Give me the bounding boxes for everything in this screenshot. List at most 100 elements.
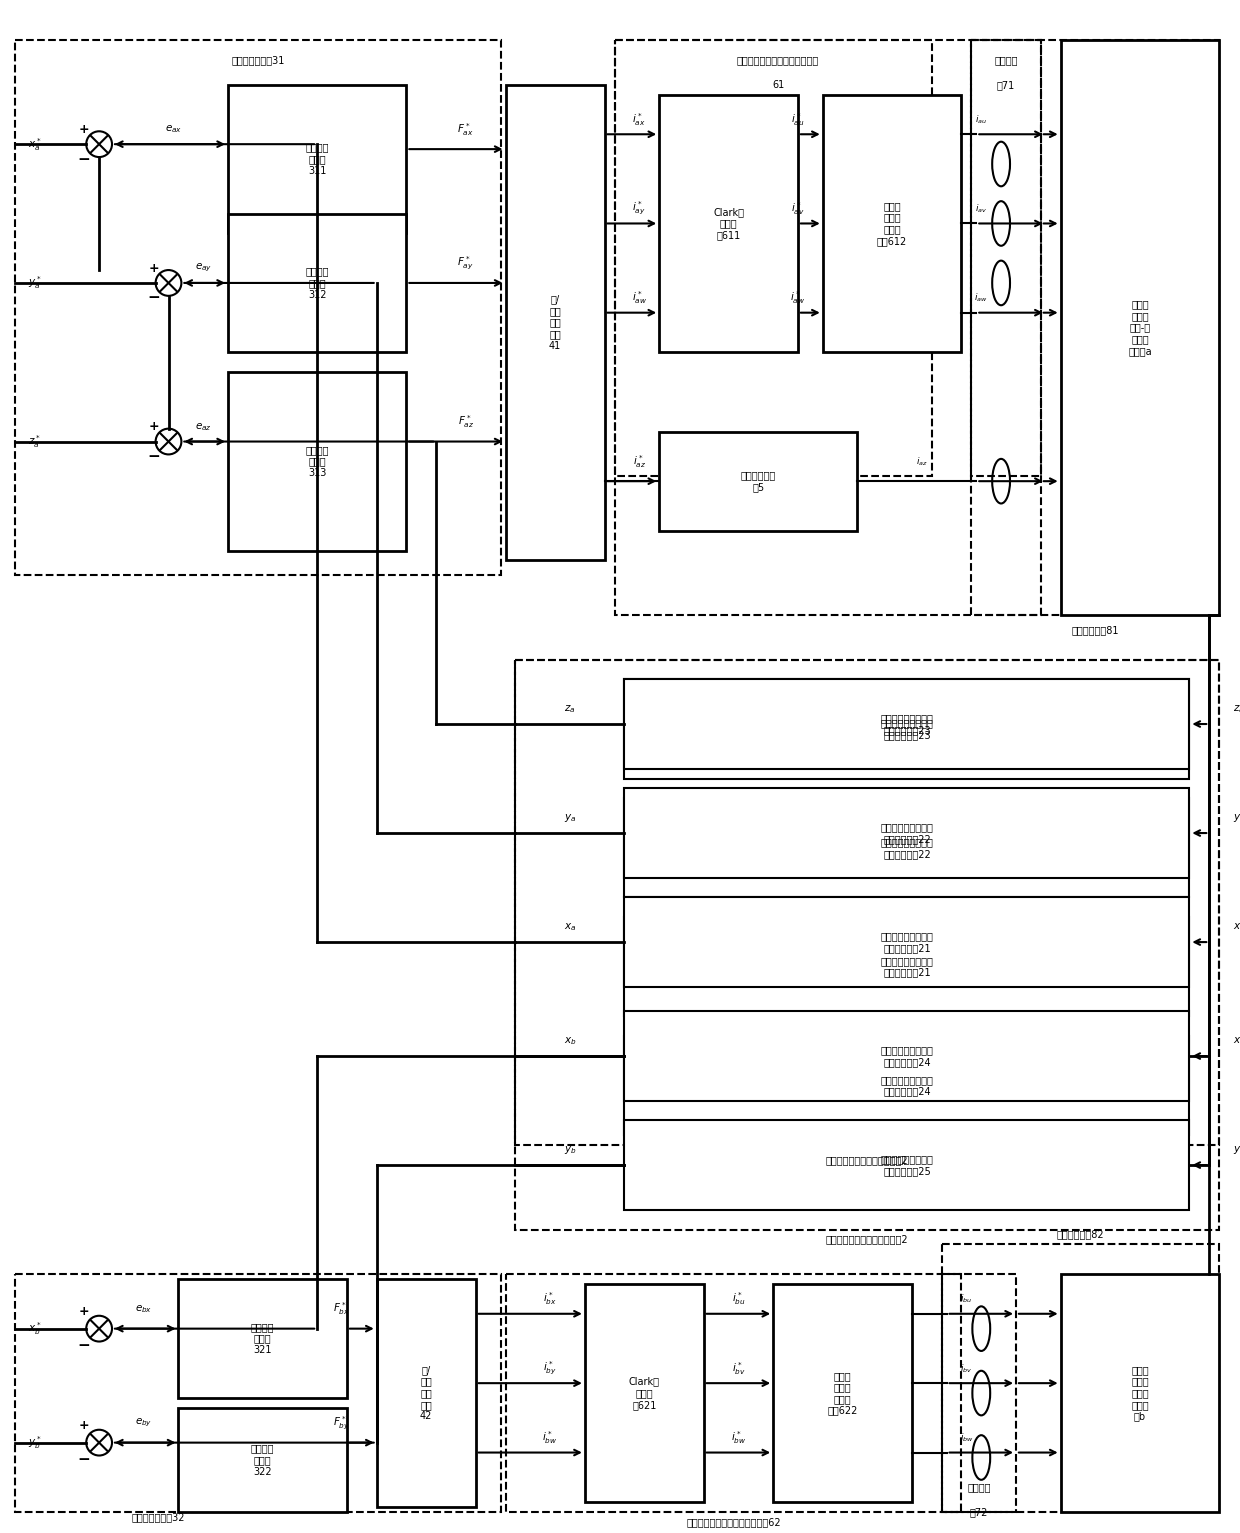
Text: 轴向位置
控制器
313: 轴向位置 控制器 313 (305, 445, 329, 478)
Text: 模糊支持向量机径向
位移预测模块22: 模糊支持向量机径向 位移预测模块22 (880, 822, 934, 843)
Text: 器71: 器71 (997, 80, 1016, 90)
Text: 力/
电流
变换
模块
42: 力/ 电流 变换 模块 42 (420, 1364, 433, 1421)
Text: $y_b^*$: $y_b^*$ (27, 1435, 42, 1452)
Text: $F_{az}^*$: $F_{az}^*$ (458, 414, 474, 431)
Text: 模糊支持向量机轴向
位移预测模块23: 模糊支持向量机轴向 位移预测模块23 (880, 717, 934, 740)
Text: $i_{bv}$: $i_{bv}$ (960, 1361, 972, 1375)
Text: $x_a$: $x_a$ (1233, 921, 1240, 934)
Bar (377, 1279, 476, 1507)
Text: 扩展的电流滞环三相功率逆变器: 扩展的电流滞环三相功率逆变器 (737, 55, 820, 64)
Text: −: − (148, 290, 160, 305)
Bar (506, 84, 605, 561)
Bar (660, 432, 857, 530)
Bar (625, 799, 1189, 897)
Text: $i_{aw}^*$: $i_{aw}^*$ (631, 290, 647, 307)
Bar (179, 1407, 347, 1512)
Text: 力/
电流
变换
模块
41: 力/ 电流 变换 模块 41 (549, 294, 562, 351)
Text: $i_{bw}$: $i_{bw}$ (960, 1432, 973, 1444)
Text: $F_{ay}^*$: $F_{ay}^*$ (458, 254, 474, 271)
Text: +: + (149, 262, 159, 274)
Bar (15, 40, 501, 575)
Bar (506, 1274, 961, 1512)
Bar (625, 1036, 1189, 1136)
Bar (625, 679, 1189, 779)
Text: $i_{aw}$: $i_{aw}$ (975, 291, 988, 304)
Text: $i_{ay}^*$: $i_{ay}^*$ (632, 199, 646, 218)
Text: $e_{by}$: $e_{by}$ (135, 1416, 153, 1429)
Text: $x_b^*$: $x_b^*$ (27, 1320, 42, 1337)
Text: $i_{bu}$: $i_{bu}$ (960, 1292, 972, 1305)
Bar (615, 40, 931, 477)
Text: 模糊支持向量机径向
位移预测模块24: 模糊支持向量机径向 位移预测模块24 (880, 1046, 934, 1067)
Text: +: + (79, 1305, 89, 1318)
Text: $i_{az}^*$: $i_{az}^*$ (632, 452, 646, 469)
Text: $i_{by}^*$: $i_{by}^*$ (543, 1360, 557, 1377)
Text: $x_a^*$: $x_a^*$ (27, 136, 42, 153)
Text: 模糊支持向量机径向
位移预测模块24: 模糊支持向量机径向 位移预测模块24 (880, 1075, 934, 1096)
Bar (822, 95, 961, 353)
Text: 电流滞
环三相
功率逆
变器612: 电流滞 环三相 功率逆 变器612 (877, 201, 908, 245)
Bar (228, 213, 407, 353)
Text: 模糊支持向量机径向
位移预测模块25: 模糊支持向量机径向 位移预测模块25 (880, 1154, 934, 1176)
Text: $y_a$: $y_a$ (1233, 812, 1240, 825)
Text: 径向位置
控制器
312: 径向位置 控制器 312 (305, 267, 329, 299)
Text: $e_{az}$: $e_{az}$ (195, 420, 212, 432)
Bar (971, 40, 1219, 615)
Bar (615, 40, 1040, 615)
Bar (228, 373, 407, 550)
Text: 模糊支持向量机径向
位移预测模块22: 模糊支持向量机径向 位移预测模块22 (880, 837, 934, 858)
Text: 模糊支持向量机位移预测模块2: 模糊支持向量机位移预测模块2 (826, 1156, 909, 1165)
Text: 61: 61 (773, 80, 784, 90)
Text: $i_{au}$: $i_{au}$ (975, 113, 987, 126)
Bar (625, 1121, 1189, 1210)
Text: $i_{ax}^*$: $i_{ax}^*$ (632, 110, 646, 127)
Text: 电流滞
环三相
功率逆
变器622: 电流滞 环三相 功率逆 变器622 (827, 1371, 858, 1415)
Text: −: − (78, 1338, 91, 1354)
Bar (15, 1274, 501, 1512)
Text: 径向位置
控制器
321: 径向位置 控制器 321 (250, 1321, 274, 1355)
Text: 三自由
度六极
径向-轴
向混合
磁轴承a: 三自由 度六极 径向-轴 向混合 磁轴承a (1128, 299, 1152, 356)
Text: 径向位置
控制器
311: 径向位置 控制器 311 (305, 143, 329, 176)
Text: +: + (149, 420, 159, 434)
Bar (1060, 40, 1219, 615)
Text: 开关功率放大
器5: 开关功率放大 器5 (740, 471, 776, 492)
Text: 器72: 器72 (970, 1507, 988, 1518)
Text: $y_b$: $y_b$ (564, 1144, 577, 1156)
Text: $y_b$: $y_b$ (1233, 1144, 1240, 1156)
Bar (625, 788, 1189, 878)
Text: 复合被控对象81: 复合被控对象81 (1071, 625, 1118, 635)
Text: $F_{by}^*$: $F_{by}^*$ (334, 1413, 351, 1432)
Text: $F_{bx}^*$: $F_{bx}^*$ (334, 1300, 351, 1317)
Text: $e_{ax}$: $e_{ax}$ (165, 124, 182, 135)
Text: $i_{au}^*$: $i_{au}^*$ (791, 110, 805, 127)
Bar (625, 897, 1189, 987)
Bar (773, 1285, 911, 1502)
Text: 电流传感: 电流传感 (967, 1482, 991, 1492)
Text: 模糊支持向量机径向
位移预测模块21: 模糊支持向量机径向 位移预测模块21 (880, 931, 934, 954)
Bar (516, 659, 1219, 1229)
Text: $z_a^*$: $z_a^*$ (29, 434, 41, 449)
Text: $i_{av}$: $i_{av}$ (975, 202, 987, 215)
Bar (585, 1285, 704, 1502)
Text: $i_{bu}^*$: $i_{bu}^*$ (732, 1291, 745, 1308)
Text: +: + (79, 123, 89, 136)
Bar (625, 917, 1189, 1016)
Text: 模糊支持向量机轴向
位移预测模块23: 模糊支持向量机轴向 位移预测模块23 (880, 713, 934, 734)
Bar (179, 1279, 347, 1398)
Text: 径向位置
控制器
322: 径向位置 控制器 322 (250, 1444, 274, 1476)
Text: $i_{bw}^*$: $i_{bw}^*$ (730, 1429, 746, 1446)
Bar (516, 659, 1219, 1145)
Text: $i_{bv}^*$: $i_{bv}^*$ (732, 1360, 745, 1377)
Text: 电流传感: 电流传感 (994, 55, 1018, 64)
Text: 二自由
度六极
径向混
合磁轴
承b: 二自由 度六极 径向混 合磁轴 承b (1131, 1364, 1148, 1421)
Text: $F_{ax}^*$: $F_{ax}^*$ (458, 121, 474, 138)
Text: $i_{aw}^*$: $i_{aw}^*$ (790, 290, 806, 307)
Text: $y_a^*$: $y_a^*$ (27, 274, 42, 291)
Text: 线性闭环控制器31: 线性闭环控制器31 (231, 55, 284, 64)
Text: −: − (78, 152, 91, 167)
Text: $z_a$: $z_a$ (1234, 704, 1240, 714)
Bar (941, 1274, 1016, 1512)
Text: 模糊支持向量机位移预测模块2: 模糊支持向量机位移预测模块2 (826, 1234, 909, 1245)
Text: $x_b$: $x_b$ (564, 1035, 577, 1047)
Text: $e_{ay}$: $e_{ay}$ (195, 262, 212, 274)
